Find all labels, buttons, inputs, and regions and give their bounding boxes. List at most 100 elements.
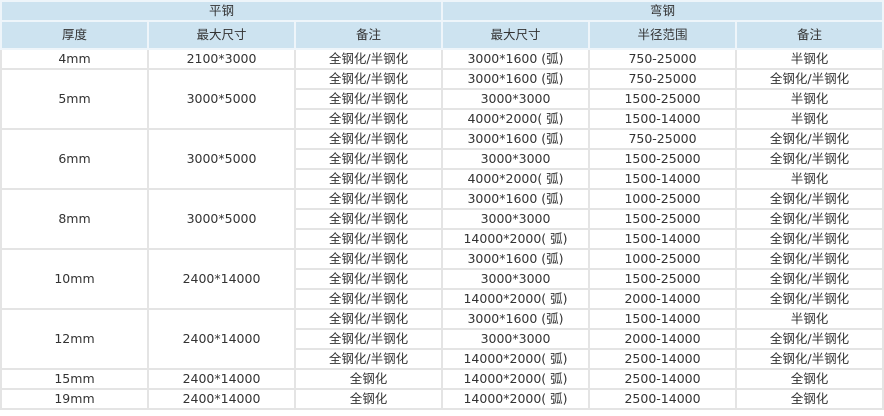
bent-note-cell: 全钢化/半钢化: [735, 348, 884, 370]
bent-max-size-cell: 3000*3000: [441, 268, 591, 290]
bent-note-cell: 全钢化/半钢化: [735, 208, 884, 230]
radius-range-cell: 1500-14000: [588, 168, 738, 190]
flat-max-size-cell: 2400*14000: [147, 368, 296, 390]
table-body: 4mm 2100*3000 全钢化/半钢化 3000*1600 (弧) 750-2500…: [0, 48, 884, 410]
radius-range-cell: 1500-14000: [588, 308, 738, 330]
flat-max-size-cell: 2400*14000: [147, 388, 296, 410]
bent-note-cell: 半钢化: [735, 88, 884, 110]
bent-max-size-cell: 3000*3000: [441, 148, 591, 170]
flat-max-size-cell: 2100*3000: [147, 48, 296, 70]
flat-max-size-cell: 3000*5000: [147, 128, 296, 190]
thickness-cell: 4mm: [0, 48, 149, 70]
bent-note-cell: 全钢化: [735, 368, 884, 390]
bent-note-cell: 全钢化/半钢化: [735, 288, 884, 310]
bent-max-size-cell: 14000*2000( 弧): [441, 368, 591, 390]
flat-note-cell: 全钢化/半钢化: [293, 68, 444, 90]
bent-note-cell: 全钢化/半钢化: [735, 228, 884, 250]
bent-max-size-cell: 3000*3000: [441, 328, 591, 350]
radius-range-cell: 750-25000: [588, 68, 738, 90]
table-row: 全钢化/半钢化 14000*2000( 弧) 1500-14000 全钢化/半钢化: [1, 228, 884, 250]
radius-range-cell: 1500-25000: [588, 148, 738, 170]
col-bent-note: 备注: [735, 20, 884, 50]
bent-max-size-cell: 3000*1600 (弧): [441, 248, 591, 270]
table-row: 8mm 3000*5000 全钢化/半钢化 3000*1600 (弧) 1000-250…: [0, 188, 884, 250]
col-bent-max-size: 最大尺寸: [441, 20, 591, 50]
bent-max-size-cell: 3000*1600 (弧): [441, 128, 591, 150]
flat-note-cell: 全钢化/半钢化: [293, 308, 444, 330]
bent-max-size-cell: 4000*2000( 弧): [441, 108, 591, 130]
flat-note-cell: 全钢化/半钢化: [293, 188, 444, 210]
radius-range-cell: 1500-25000: [588, 268, 738, 290]
radius-range-cell: 750-25000: [588, 128, 738, 150]
bent-max-size-cell: 3000*3000: [441, 208, 591, 230]
radius-range-cell: 2000-14000: [588, 328, 738, 350]
thickness-cell: 10mm: [0, 248, 149, 310]
flat-max-size-cell: 2400*14000: [147, 248, 296, 310]
flat-note-cell: 全钢化/半钢化: [293, 168, 444, 190]
thickness-cell: 5mm: [0, 68, 149, 130]
flat-note-cell: 全钢化/半钢化: [293, 88, 444, 110]
radius-range-cell: 2500-14000: [588, 348, 738, 370]
flat-note-cell: 全钢化: [293, 368, 444, 390]
radius-range-cell: 1500-25000: [588, 88, 738, 110]
thickness-cell: 12mm: [0, 308, 149, 370]
bent-note-cell: 全钢化/半钢化: [735, 328, 884, 350]
flat-note-cell: 全钢化/半钢化: [293, 108, 444, 130]
flat-note-cell: 全钢化/半钢化: [293, 48, 444, 70]
flat-max-size-cell: 2400*14000: [147, 308, 296, 370]
flat-steel-header: 平钢: [0, 0, 444, 22]
bent-max-size-cell: 14000*2000( 弧): [441, 288, 591, 310]
thickness-cell: 15mm: [0, 368, 149, 390]
bent-max-size-cell: 14000*2000( 弧): [441, 388, 591, 410]
flat-note-cell: 全钢化: [293, 388, 444, 410]
table-row: 全钢化/半钢化 4000*2000( 弧) 1500-14000 半钢化: [1, 108, 884, 130]
flat-note-cell: 全钢化/半钢化: [293, 348, 444, 370]
bent-note-cell: 全钢化/半钢化: [735, 268, 884, 290]
col-flat-max-size: 最大尺寸: [147, 20, 296, 50]
table-row: 全钢化/半钢化 4000*2000( 弧) 1500-14000 半钢化: [1, 168, 884, 190]
radius-range-cell: 1500-14000: [588, 228, 738, 250]
col-flat-note: 备注: [293, 20, 444, 50]
flat-note-cell: 全钢化/半钢化: [293, 288, 444, 310]
table-row: 5mm 3000*5000 全钢化/半钢化 3000*1600 (弧) 750-2500…: [0, 68, 884, 130]
flat-note-cell: 全钢化/半钢化: [293, 248, 444, 270]
flat-note-cell: 全钢化/半钢化: [293, 228, 444, 250]
col-radius-range: 半径范围: [588, 20, 738, 50]
radius-range-cell: 2500-14000: [588, 368, 738, 390]
radius-range-cell: 1000-25000: [588, 188, 738, 210]
bent-note-cell: 全钢化/半钢化: [735, 68, 884, 90]
table-row: 全钢化/半钢化 3000*3000 1500-25000 半钢化: [1, 88, 884, 110]
bent-max-size-cell: 14000*2000( 弧): [441, 228, 591, 250]
table-row: 19mm 2400*14000 全钢化 14000*2000( 弧) 2500-1400…: [0, 388, 884, 410]
bent-max-size-cell: 14000*2000( 弧): [441, 348, 591, 370]
thickness-cell: 8mm: [0, 188, 149, 250]
bent-note-cell: 半钢化: [735, 168, 884, 190]
bent-note-cell: 全钢化/半钢化: [735, 248, 884, 270]
radius-range-cell: 2500-14000: [588, 388, 738, 410]
radius-range-cell: 1500-14000: [588, 108, 738, 130]
flat-max-size-cell: 3000*5000: [147, 188, 296, 250]
table-row: 全钢化/半钢化 3000*3000 1500-25000 全钢化/半钢化: [1, 148, 884, 170]
table-row: 15mm 2400*14000 全钢化 14000*2000( 弧) 2500-1400…: [0, 368, 884, 390]
bent-max-size-cell: 3000*1600 (弧): [441, 188, 591, 210]
flat-note-cell: 全钢化/半钢化: [293, 328, 444, 350]
bent-note-cell: 半钢化: [735, 108, 884, 130]
table-row: 全钢化/半钢化 14000*2000( 弧) 2500-14000 全钢化/半钢化: [1, 348, 884, 370]
table-row: 全钢化/半钢化 3000*3000 1500-25000 全钢化/半钢化: [1, 208, 884, 230]
bent-note-cell: 全钢化/半钢化: [735, 188, 884, 210]
bent-steel-header: 弯钢: [441, 0, 884, 22]
table-row: 4mm 2100*3000 全钢化/半钢化 3000*1600 (弧) 750-2500…: [0, 48, 884, 70]
bent-max-size-cell: 3000*1600 (弧): [441, 68, 591, 90]
thickness-cell: 19mm: [0, 388, 149, 410]
flat-note-cell: 全钢化/半钢化: [293, 128, 444, 150]
bent-max-size-cell: 3000*3000: [441, 88, 591, 110]
flat-note-cell: 全钢化/半钢化: [293, 268, 444, 290]
radius-range-cell: 2000-14000: [588, 288, 738, 310]
bent-note-cell: 全钢化/半钢化: [735, 148, 884, 170]
bent-max-size-cell: 3000*1600 (弧): [441, 308, 591, 330]
table-row: 6mm 3000*5000 全钢化/半钢化 3000*1600 (弧) 750-2500…: [0, 128, 884, 190]
table-row: 12mm 2400*14000 全钢化/半钢化 3000*1600 (弧) 1500-1…: [0, 308, 884, 370]
thickness-cell: 6mm: [0, 128, 149, 190]
bent-max-size-cell: 4000*2000( 弧): [441, 168, 591, 190]
